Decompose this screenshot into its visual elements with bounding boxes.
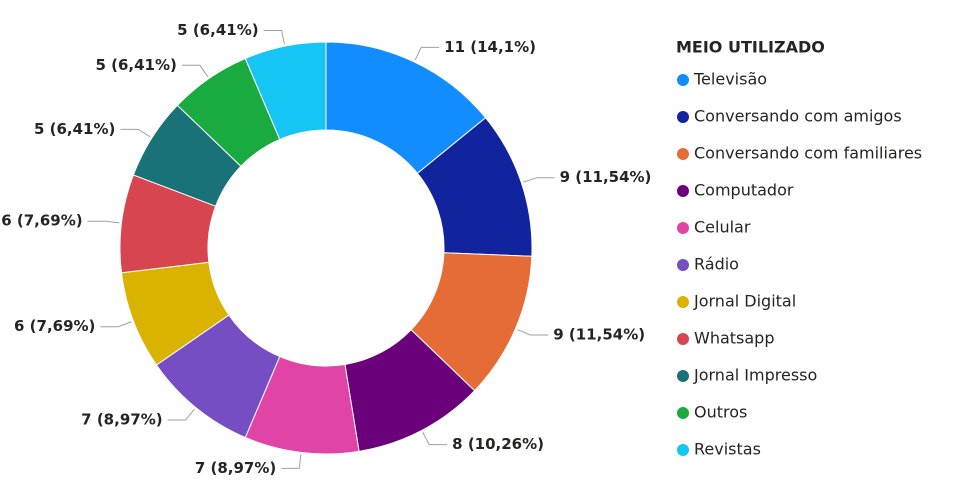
data-label: 7 (8,97%) <box>81 410 162 428</box>
legend-label: Televisão <box>693 70 767 89</box>
donut-slice <box>244 41 327 141</box>
legend-title: MEIO UTILIZADO <box>676 38 825 57</box>
leader-line <box>120 128 151 138</box>
legend-marker <box>677 259 689 271</box>
legend-label: Outros <box>694 403 747 422</box>
legend-label: Celular <box>694 218 751 237</box>
legend-label: Jornal Digital <box>693 292 796 311</box>
leader-line <box>100 321 132 328</box>
leader-line <box>517 329 549 336</box>
legend-label: Conversando com amigos <box>694 107 902 126</box>
legend-marker <box>677 111 689 123</box>
legend-marker <box>677 74 689 86</box>
leader-line <box>414 46 440 61</box>
leader-line <box>523 177 555 183</box>
data-label: 6 (7,69%) <box>1 212 82 230</box>
legend-marker <box>677 333 689 345</box>
data-label: 5 (6,41%) <box>34 120 115 138</box>
legend-marker <box>677 185 689 197</box>
data-label: 5 (6,41%) <box>177 21 258 39</box>
leader-line <box>263 29 285 45</box>
legend-marker <box>677 148 689 160</box>
legend-marker <box>677 222 689 234</box>
leader-line <box>281 454 302 469</box>
data-label: 9 (11,54%) <box>553 326 645 344</box>
legend-label: Jornal Impresso <box>693 366 817 385</box>
leader-line <box>422 431 448 446</box>
leader-line <box>181 64 209 78</box>
data-label: 5 (6,41%) <box>95 56 176 74</box>
legend-label: Whatsapp <box>694 329 775 348</box>
legend-label: Revistas <box>694 440 761 459</box>
data-label: 11 (14,1%) <box>444 38 536 56</box>
legend-marker <box>677 296 689 308</box>
leader-line <box>167 408 195 421</box>
legend-label: Rádio <box>694 255 739 274</box>
data-label: 6 (7,69%) <box>14 317 95 335</box>
legend-marker <box>677 407 689 419</box>
leader-line <box>87 220 120 224</box>
legend-label: Conversando com familiares <box>694 144 922 163</box>
data-label: 7 (8,97%) <box>195 459 276 477</box>
data-label: 8 (10,26%) <box>452 435 544 453</box>
data-label: 9 (11,54%) <box>560 168 652 186</box>
legend-marker <box>677 370 689 382</box>
legend-label: Computador <box>694 181 794 200</box>
legend-marker <box>677 444 689 456</box>
